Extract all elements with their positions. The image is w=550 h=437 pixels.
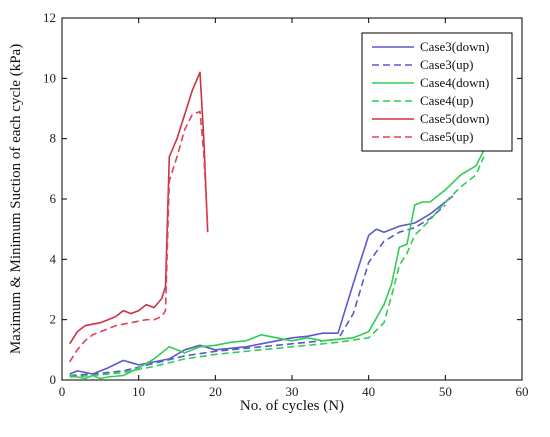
- y-tick-label: 12: [43, 10, 56, 25]
- y-tick-label: 10: [43, 70, 56, 85]
- series-layer: [69, 71, 485, 380]
- series-line-5: [69, 71, 209, 345]
- y-tick-label: 8: [50, 131, 57, 146]
- x-tick-label: 10: [132, 384, 145, 399]
- series-line-1: [69, 195, 454, 375]
- series-line-4: [69, 156, 485, 378]
- y-tick-label: 2: [50, 312, 57, 327]
- x-tick-label: 60: [516, 384, 529, 399]
- y-tick-label: 0: [50, 372, 57, 387]
- x-tick-label: 40: [362, 384, 375, 399]
- series-line-3: [69, 150, 485, 380]
- legend: Case3(down) Case3(up) Case4(down) Case4(up)…: [361, 32, 513, 152]
- y-tick-label: 6: [50, 191, 57, 206]
- x-axis-label: No. of cycles (N): [240, 398, 344, 414]
- legend-label-5: Case5(down): [420, 111, 489, 126]
- legend-label-6: Case5(up): [420, 129, 473, 144]
- legend-box: [361, 32, 513, 152]
- legend-label-1: Case3(down): [420, 39, 489, 54]
- legend-label-3: Case4(down): [420, 75, 489, 90]
- legend-label-4: Case4(up): [420, 93, 473, 108]
- y-tick-label: 4: [50, 251, 57, 266]
- series-line-6: [69, 110, 209, 363]
- y-axis-label: Maximum & Minimum Suction of each cycle …: [8, 44, 24, 354]
- x-axis: 0 10 20 30 40 50 60: [59, 18, 529, 399]
- legend-label-2: Case3(up): [420, 57, 473, 72]
- y-axis: 0 2 4 6 8 10 12: [43, 10, 522, 387]
- x-tick-label: 50: [439, 384, 452, 399]
- x-tick-label: 0: [59, 384, 66, 399]
- x-tick-label: 20: [209, 384, 222, 399]
- x-tick-label: 30: [286, 384, 299, 399]
